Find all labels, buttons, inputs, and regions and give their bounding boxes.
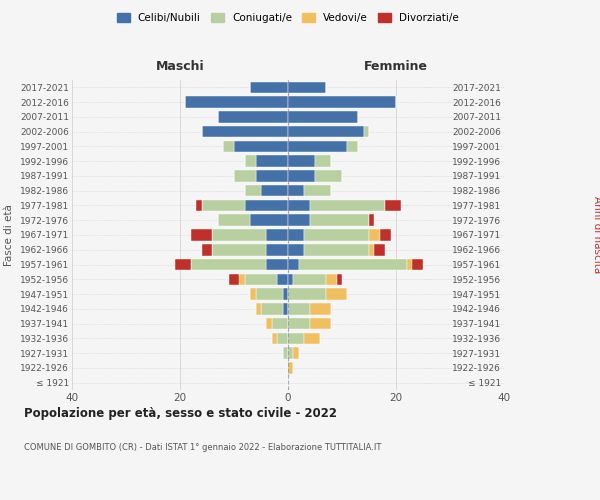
Bar [245, 200, 288, 211]
Text: Femmine: Femmine [364, 60, 428, 72]
Bar [288, 244, 304, 256]
Bar [175, 259, 191, 270]
Legend: Celibi/Nubili, Coniugati/e, Vedovi/e, Divorziati/e: Celibi/Nubili, Coniugati/e, Vedovi/e, Di… [114, 10, 462, 26]
Bar [288, 332, 304, 344]
Bar [326, 288, 347, 300]
Bar [293, 348, 299, 359]
Bar [218, 214, 250, 226]
Bar [272, 318, 288, 330]
Bar [283, 348, 288, 359]
Bar [185, 96, 288, 108]
Bar [239, 274, 245, 285]
Bar [250, 288, 256, 300]
Bar [288, 200, 310, 211]
Bar [283, 288, 288, 300]
Bar [223, 140, 234, 152]
Bar [245, 156, 256, 167]
Bar [310, 303, 331, 314]
Bar [407, 259, 412, 270]
Bar [261, 185, 288, 196]
Bar [315, 156, 331, 167]
Bar [288, 140, 347, 152]
Text: COMUNE DI GOMBITO (CR) - Dati ISTAT 1° gennaio 2022 - Elaborazione TUTTITALIA.IT: COMUNE DI GOMBITO (CR) - Dati ISTAT 1° g… [24, 442, 382, 452]
Bar [266, 318, 272, 330]
Bar [191, 229, 212, 241]
Bar [218, 111, 288, 122]
Bar [229, 274, 239, 285]
Bar [256, 288, 283, 300]
Bar [266, 244, 288, 256]
Bar [245, 274, 277, 285]
Bar [304, 229, 369, 241]
Bar [364, 126, 369, 138]
Bar [293, 274, 326, 285]
Bar [347, 140, 358, 152]
Bar [288, 303, 310, 314]
Bar [299, 259, 407, 270]
Bar [196, 200, 202, 211]
Bar [310, 200, 385, 211]
Bar [212, 244, 266, 256]
Bar [369, 229, 380, 241]
Bar [310, 214, 369, 226]
Bar [288, 170, 315, 181]
Bar [288, 111, 358, 122]
Bar [288, 259, 299, 270]
Bar [250, 82, 288, 93]
Bar [277, 332, 288, 344]
Bar [412, 259, 423, 270]
Bar [191, 259, 266, 270]
Bar [288, 156, 315, 167]
Text: Maschi: Maschi [155, 60, 205, 72]
Bar [315, 170, 342, 181]
Bar [337, 274, 342, 285]
Bar [304, 185, 331, 196]
Bar [256, 170, 288, 181]
Bar [288, 348, 293, 359]
Y-axis label: Fasce di età: Fasce di età [4, 204, 14, 266]
Bar [288, 318, 310, 330]
Bar [202, 244, 212, 256]
Bar [261, 303, 283, 314]
Bar [304, 244, 369, 256]
Bar [288, 82, 326, 93]
Bar [288, 229, 304, 241]
Bar [326, 274, 337, 285]
Bar [256, 303, 261, 314]
Bar [234, 170, 256, 181]
Bar [288, 126, 364, 138]
Text: Anni di nascita: Anni di nascita [592, 196, 600, 274]
Bar [288, 96, 396, 108]
Bar [266, 229, 288, 241]
Bar [288, 362, 293, 374]
Bar [374, 244, 385, 256]
Bar [234, 140, 288, 152]
Bar [202, 200, 245, 211]
Bar [212, 229, 266, 241]
Bar [245, 185, 261, 196]
Bar [288, 214, 310, 226]
Bar [385, 200, 401, 211]
Bar [369, 214, 374, 226]
Bar [304, 332, 320, 344]
Bar [202, 126, 288, 138]
Bar [288, 288, 326, 300]
Bar [288, 274, 293, 285]
Bar [250, 214, 288, 226]
Bar [277, 274, 288, 285]
Bar [369, 244, 374, 256]
Bar [272, 332, 277, 344]
Bar [283, 303, 288, 314]
Bar [288, 185, 304, 196]
Bar [310, 318, 331, 330]
Bar [256, 156, 288, 167]
Bar [266, 259, 288, 270]
Bar [380, 229, 391, 241]
Text: Popolazione per età, sesso e stato civile - 2022: Popolazione per età, sesso e stato civil… [24, 408, 337, 420]
